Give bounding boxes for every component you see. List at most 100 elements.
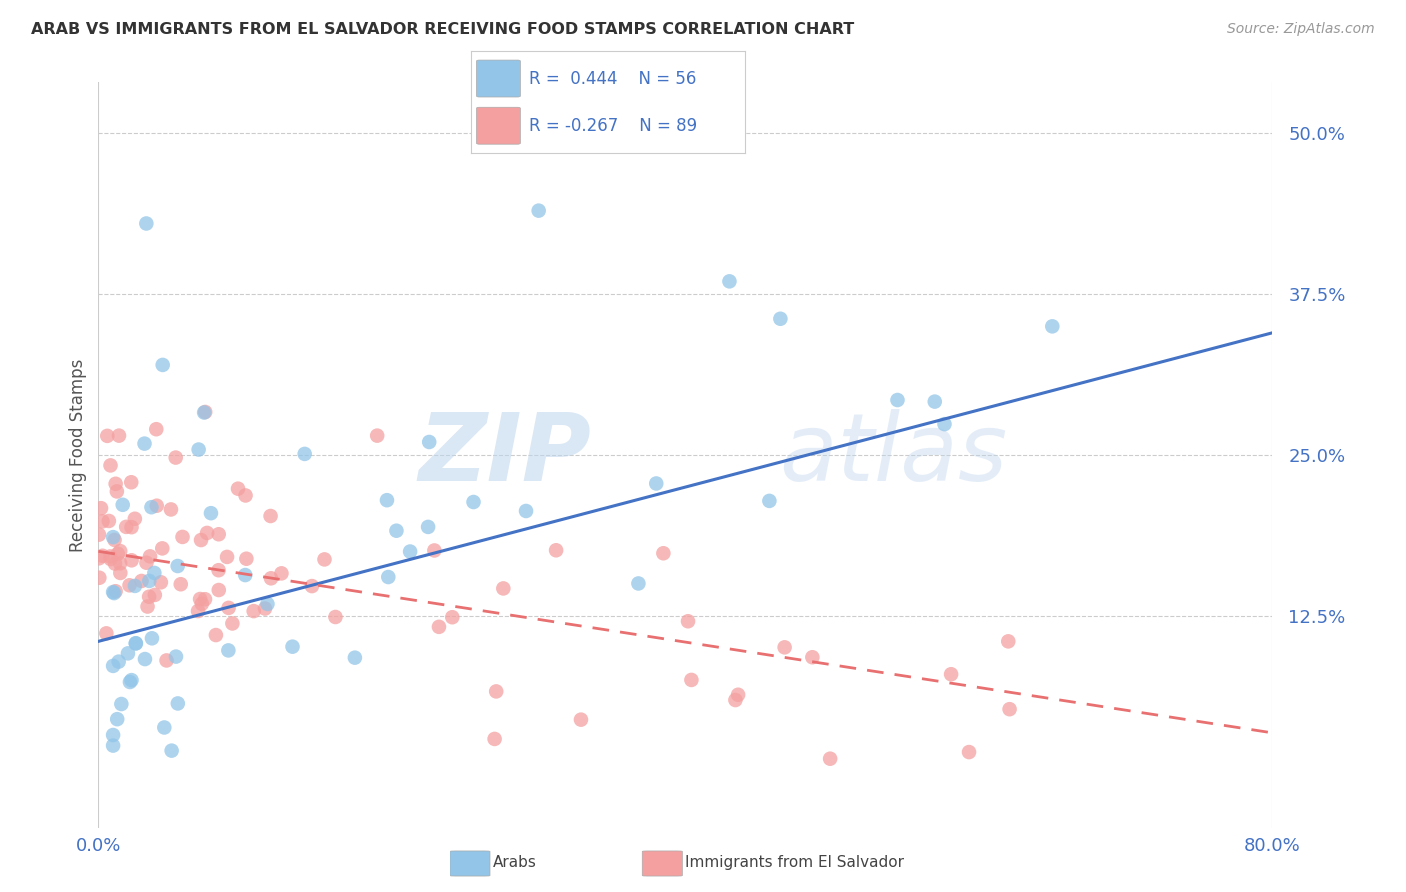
Point [260, 571, 283, 585]
Point [101, 728, 124, 742]
Point [681, 673, 703, 687]
Point [135, 556, 157, 570]
Point [107, 547, 129, 561]
Point [91, 549, 114, 563]
Point [118, 675, 141, 690]
Point [160, 502, 183, 516]
Point [418, 435, 440, 450]
Point [121, 673, 143, 687]
Point [253, 601, 276, 615]
Point [270, 566, 292, 581]
Point [153, 721, 176, 735]
Point [242, 604, 264, 618]
Point [957, 745, 980, 759]
Point [233, 568, 256, 582]
Point [105, 484, 128, 499]
Point [301, 579, 323, 593]
Point [294, 447, 316, 461]
Point [221, 616, 243, 631]
Point [141, 632, 163, 646]
Point [100, 458, 122, 473]
Point [727, 688, 749, 702]
Point [314, 552, 336, 566]
Point [124, 512, 146, 526]
Point [166, 559, 188, 574]
Point [627, 576, 650, 591]
Point [205, 628, 228, 642]
Point [97, 514, 120, 528]
Point [96, 626, 118, 640]
Point [492, 582, 515, 596]
FancyBboxPatch shape [450, 851, 491, 876]
Point [191, 597, 214, 611]
Point [569, 713, 592, 727]
Point [997, 634, 1019, 648]
Point [208, 527, 231, 541]
FancyBboxPatch shape [477, 60, 520, 97]
Point [377, 570, 399, 584]
Point [136, 599, 159, 614]
Point [818, 752, 841, 766]
Point [281, 640, 304, 654]
Point [190, 533, 212, 547]
Point [145, 422, 167, 436]
FancyBboxPatch shape [643, 851, 682, 876]
Point [427, 620, 450, 634]
Point [125, 636, 148, 650]
Text: R = -0.267    N = 89: R = -0.267 N = 89 [529, 117, 697, 135]
Point [235, 551, 257, 566]
Point [256, 597, 278, 611]
Text: ZIP: ZIP [419, 409, 592, 501]
Point [769, 311, 792, 326]
Point [155, 653, 177, 667]
Point [104, 557, 127, 571]
Point [207, 563, 229, 577]
Point [160, 744, 183, 758]
Point [187, 442, 209, 457]
Point [131, 574, 153, 588]
Text: atlas: atlas [779, 409, 1008, 500]
Point [188, 592, 211, 607]
Point [366, 428, 388, 442]
Point [89, 571, 111, 585]
Point [724, 693, 747, 707]
Text: Source: ZipAtlas.com: Source: ZipAtlas.com [1227, 22, 1375, 37]
Text: Arabs: Arabs [492, 855, 537, 870]
Point [527, 203, 550, 218]
Point [145, 499, 167, 513]
Point [135, 217, 157, 231]
Point [399, 544, 422, 558]
Point [676, 614, 699, 628]
Point [485, 684, 508, 698]
Point [121, 520, 143, 534]
Point [1040, 319, 1063, 334]
Point [110, 697, 132, 711]
Point [87, 527, 110, 541]
Point [195, 525, 218, 540]
Point [416, 520, 439, 534]
Point [108, 557, 131, 571]
Point [939, 667, 962, 681]
Point [101, 530, 124, 544]
Point [194, 592, 217, 607]
Point [134, 436, 156, 450]
Point [110, 566, 132, 580]
Point [139, 549, 162, 564]
Point [924, 394, 946, 409]
Point [149, 575, 172, 590]
Point [138, 590, 160, 604]
Point [125, 636, 148, 650]
Point [104, 476, 127, 491]
Point [934, 417, 956, 431]
Point [546, 543, 568, 558]
Point [801, 650, 824, 665]
Point [98, 549, 121, 564]
Point [215, 549, 238, 564]
Point [104, 584, 127, 599]
Point [170, 577, 193, 591]
Point [259, 508, 281, 523]
Point [515, 504, 537, 518]
Point [118, 578, 141, 592]
Point [117, 646, 139, 660]
Point [385, 524, 408, 538]
